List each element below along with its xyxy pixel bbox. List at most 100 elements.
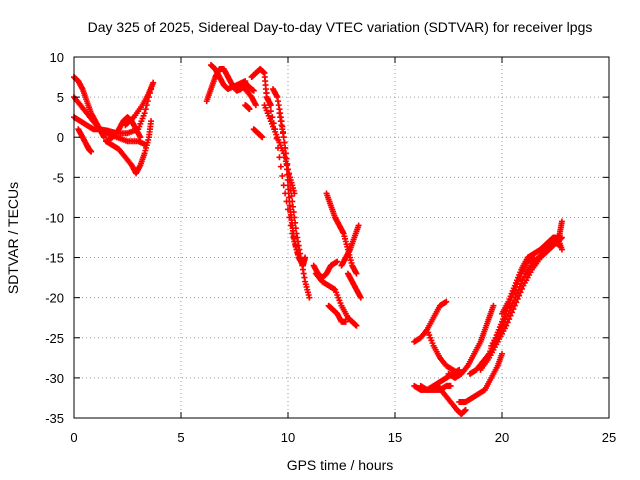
data-point-marker xyxy=(289,198,296,205)
data-point-marker xyxy=(283,162,290,169)
data-point-marker xyxy=(137,134,144,141)
x-tick-label: 20 xyxy=(495,430,509,445)
data-point-marker xyxy=(287,222,294,229)
data-point-marker xyxy=(289,230,296,237)
y-tick-label: -10 xyxy=(45,210,64,225)
data-point-marker xyxy=(276,154,283,161)
series-arc-31 xyxy=(445,302,497,381)
data-point-marker xyxy=(290,234,297,241)
data-point-marker xyxy=(291,238,298,245)
data-point-marker xyxy=(456,366,463,373)
data-point-marker xyxy=(357,294,364,301)
tick-layer: 0 5 10 15 20 25 10 5 0 -5 -10 -15 -20 -25 -30 -35 xyxy=(45,50,616,445)
data-point-marker xyxy=(516,283,523,290)
series-arc-20 xyxy=(312,270,360,329)
data-point-marker xyxy=(521,273,528,280)
y-tick-label: 0 xyxy=(57,130,64,145)
data-point-marker xyxy=(285,166,291,173)
x-axis-label: GPS time / hours xyxy=(287,457,394,473)
data-point-marker xyxy=(499,350,505,357)
data-point-marker xyxy=(513,290,520,297)
y-tick-label: -30 xyxy=(45,371,64,386)
data-point-marker xyxy=(295,254,302,261)
data-point-marker xyxy=(283,198,290,205)
y-tick-label: -20 xyxy=(45,291,64,306)
data-point-marker xyxy=(266,102,273,109)
data-point-marker xyxy=(292,242,299,249)
data-point-marker xyxy=(282,190,289,197)
data-point-marker xyxy=(506,307,513,314)
data-point-marker xyxy=(272,126,279,133)
y-tick-label: -35 xyxy=(45,411,64,426)
data-point-marker xyxy=(242,78,249,85)
data-point-marker xyxy=(447,382,454,389)
series-arc-4 xyxy=(75,126,95,155)
data-point-marker xyxy=(286,214,293,221)
data-point-marker xyxy=(259,134,266,141)
data-point-marker xyxy=(519,277,526,284)
data-point-marker xyxy=(558,218,565,225)
data-point-marker xyxy=(150,79,157,86)
data-point-marker xyxy=(292,225,299,232)
series-arc-22 xyxy=(323,190,360,277)
data-point-marker xyxy=(355,222,362,229)
data-point-marker xyxy=(462,406,469,413)
series-arc-29 xyxy=(434,382,469,417)
series-arc-12 xyxy=(235,82,259,109)
data-point-marker xyxy=(508,304,515,311)
y-tick-label: 10 xyxy=(50,50,64,65)
series-arc-21 xyxy=(325,302,349,325)
data-point-marker xyxy=(518,280,525,287)
data-point-marker xyxy=(250,87,257,94)
data-point-marker xyxy=(505,310,512,317)
data-point-marker xyxy=(334,258,341,265)
series-arc-24 xyxy=(344,270,364,301)
series-arc-18 xyxy=(263,90,302,261)
data-point-marker xyxy=(142,106,149,113)
data-point-marker xyxy=(342,318,349,325)
data-point-marker xyxy=(292,219,299,226)
data-point-marker xyxy=(277,163,284,170)
data-point-marker xyxy=(279,172,286,179)
data-point-marker xyxy=(443,298,450,305)
data-point-marker xyxy=(280,134,287,141)
chart-title: Day 325 of 2025, Sidereal Day-to-day VTE… xyxy=(88,19,593,35)
series-arc-14 xyxy=(250,126,266,141)
x-tick-label: 10 xyxy=(281,430,295,445)
x-tick-label: 15 xyxy=(388,430,402,445)
series-arc-36 xyxy=(537,234,565,253)
data-point-marker xyxy=(280,150,287,157)
data-point-marker xyxy=(246,106,253,113)
series-arc-5 xyxy=(103,118,155,177)
data-point-marker xyxy=(143,142,150,149)
y-axis-label: SDTVAR / TECUs xyxy=(5,182,21,294)
x-tick-label: 25 xyxy=(602,430,616,445)
data-point-marker xyxy=(275,144,282,151)
data-point-marker xyxy=(290,209,297,216)
y-tick-label: -15 xyxy=(45,251,64,266)
data-point-marker xyxy=(509,300,516,307)
data-point-marker xyxy=(289,203,296,210)
data-point-marker xyxy=(353,322,360,329)
data-point-marker xyxy=(148,118,155,125)
data-point-marker xyxy=(269,114,276,121)
data-point-marker xyxy=(273,135,280,142)
data-point-marker xyxy=(490,302,497,309)
data-point-marker xyxy=(503,322,510,329)
data-point-marker xyxy=(294,250,301,257)
data-point-marker xyxy=(511,297,518,304)
series-arc-30 xyxy=(456,350,505,405)
data-point-marker xyxy=(88,148,95,155)
data-point-marker xyxy=(280,182,287,189)
series-arc-8 xyxy=(103,114,144,145)
y-tick-label: -25 xyxy=(45,331,64,346)
data-point-marker xyxy=(141,110,148,117)
series-arc-23 xyxy=(338,222,362,269)
data-point-marker xyxy=(306,294,313,301)
x-tick-label: 0 xyxy=(70,430,77,445)
data-point-marker xyxy=(515,287,522,294)
data-layer xyxy=(71,62,565,417)
data-point-marker xyxy=(291,190,298,197)
